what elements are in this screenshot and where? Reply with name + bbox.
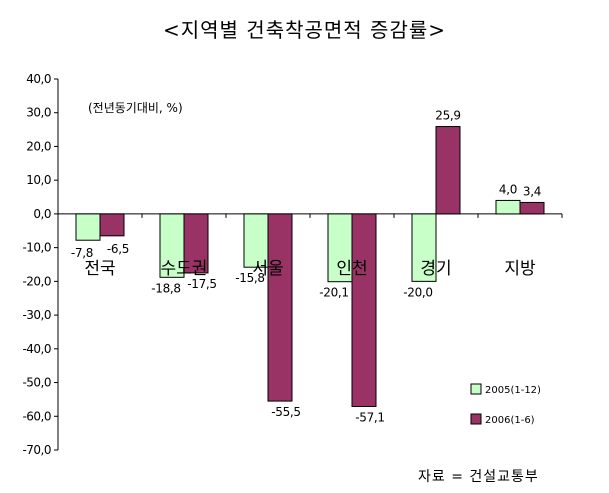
y-tick-label: -70,0 <box>22 443 51 457</box>
data-label: 25,9 <box>435 109 461 123</box>
bar-series2-1 <box>183 213 209 274</box>
bar-series1-2 <box>243 213 269 268</box>
y-tick-label: -50,0 <box>22 376 51 390</box>
bar-series1-4 <box>411 213 437 282</box>
y-tick-label: 30,0 <box>26 106 51 120</box>
data-label: -6,5 <box>107 242 129 256</box>
data-label: -57,1 <box>355 410 385 424</box>
chart-title: <지역별 건축착공면적 증감률> <box>162 18 447 42</box>
bar-series2-5 <box>519 201 545 215</box>
data-label: -7,8 <box>71 246 93 260</box>
y-tick-label: -20,0 <box>22 274 51 288</box>
data-label: 3,4 <box>523 184 541 198</box>
legend-label: 2006(1-6) <box>485 415 535 426</box>
unit-note: (전년동기대비, %) <box>88 101 183 115</box>
axes: 40,0 30,0 20,0 10,0 0,0 -10,0 -20,0 -30,0 -40,0 -… <box>22 72 563 457</box>
y-tick-label: 0,0 <box>33 207 51 221</box>
bar-series2-2 <box>267 213 293 402</box>
category-label: 경기 <box>420 259 451 279</box>
data-label: -15,8 <box>235 271 265 285</box>
legend: 2005(1-12) 2006(1-6) <box>470 383 541 426</box>
category-label: 지방 <box>504 259 536 279</box>
y-tick-label: -40,0 <box>22 342 51 356</box>
bar-series2-4 <box>435 126 461 215</box>
labels: (전년동기대비, %) 전국 수도권 서울 인천 경기 지방 -7,8 -18,8 -15,8 -2… <box>71 101 542 424</box>
data-label: 4,0 <box>499 182 517 196</box>
y-tick-label: -60,0 <box>22 409 51 423</box>
bar-series1-0 <box>75 213 101 241</box>
data-label: -18,8 <box>151 281 181 295</box>
y-tick-label: -10,0 <box>22 241 51 255</box>
data-label: -20,0 <box>403 285 433 299</box>
source-note: 자료 = 건설교통부 <box>418 469 539 485</box>
y-tick-label: 10,0 <box>26 173 51 187</box>
data-label: -55,5 <box>271 405 301 419</box>
category-label: 인천 <box>336 259 367 279</box>
bars <box>75 126 545 407</box>
category-label: 서울 <box>252 259 283 279</box>
legend-swatch-2 <box>470 413 482 425</box>
data-label: -17,5 <box>187 277 217 291</box>
y-tick-label: 20,0 <box>26 139 51 153</box>
y-tick-label: -30,0 <box>22 308 51 322</box>
legend-swatch-1 <box>470 383 482 395</box>
legend-label: 2005(1-12) <box>485 385 541 396</box>
data-label: -20,1 <box>319 286 349 300</box>
bar-series2-3 <box>351 213 377 407</box>
category-label: 수도권 <box>161 259 208 279</box>
y-tick-label: 40,0 <box>26 72 51 86</box>
bar-series1-5 <box>495 199 521 215</box>
bar-series2-0 <box>99 213 125 237</box>
category-label: 전국 <box>84 259 115 279</box>
